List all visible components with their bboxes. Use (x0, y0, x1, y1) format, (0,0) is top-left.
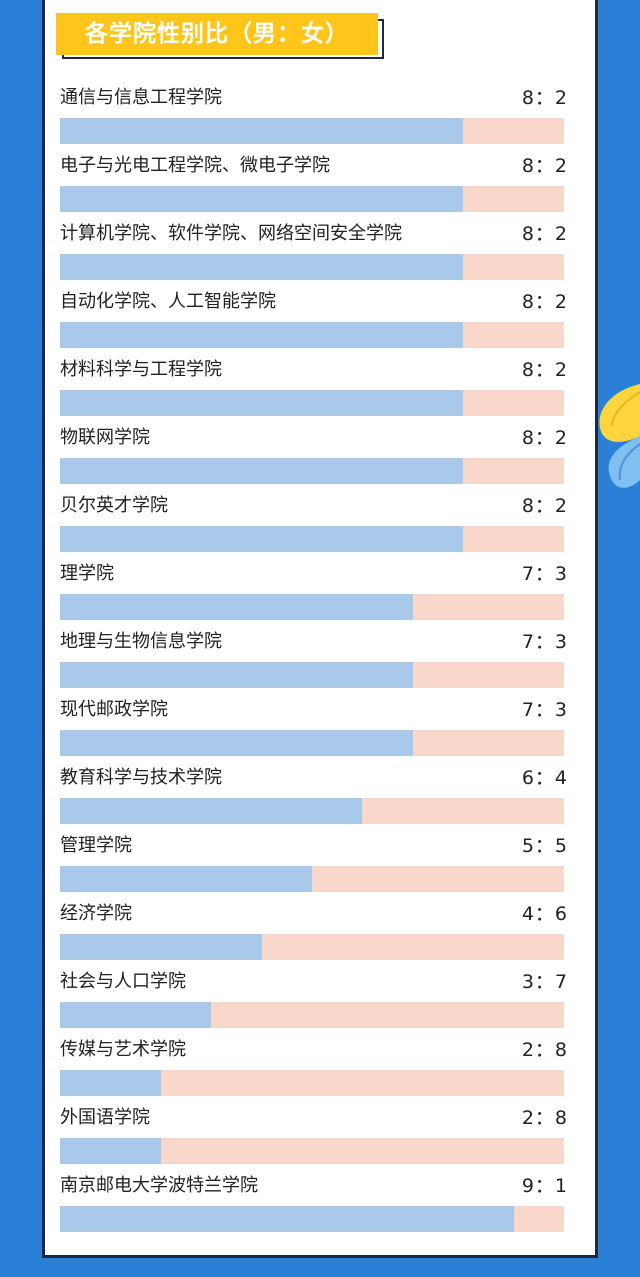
category-label: 自动化学院、人工智能学院 (60, 291, 276, 312)
female-bar (60, 866, 564, 892)
ratio-label: 7：3 (521, 631, 568, 653)
male-bar (60, 662, 413, 688)
chart-title: 各学院性别比（男：女） (56, 13, 378, 55)
ratio-label: 9：1 (521, 1175, 568, 1197)
ratio-label: 8：2 (521, 359, 568, 381)
category-label: 物联网学院 (60, 427, 150, 448)
male-bar (60, 1070, 161, 1096)
bar-row: 外国语学院 2：8 (60, 1105, 568, 1165)
male-bar (60, 1206, 514, 1232)
bar-row: 现代邮政学院 7：3 (60, 697, 568, 757)
category-label: 通信与信息工程学院 (60, 87, 222, 108)
male-bar (60, 594, 413, 620)
male-bar (60, 322, 463, 348)
male-bar (60, 526, 463, 552)
male-bar (60, 1002, 211, 1028)
male-bar (60, 798, 362, 824)
bar-row: 材料科学与工程学院 8：2 (60, 357, 568, 417)
category-label: 电子与光电工程学院、微电子学院 (60, 155, 330, 176)
bar-row: 南京邮电大学波特兰学院 9：1 (60, 1173, 568, 1233)
female-bar (60, 1002, 564, 1028)
category-label: 计算机学院、软件学院、网络空间安全学院 (60, 223, 402, 244)
female-bar (60, 1138, 564, 1164)
category-label: 南京邮电大学波特兰学院 (60, 1175, 258, 1196)
category-label: 地理与生物信息学院 (60, 631, 222, 652)
ratio-label: 3：7 (521, 971, 568, 993)
male-bar (60, 934, 262, 960)
bar-row: 管理学院 5：5 (60, 833, 568, 893)
male-bar (60, 458, 463, 484)
male-bar (60, 118, 463, 144)
bar-row: 电子与光电工程学院、微电子学院 8：2 (60, 153, 568, 213)
category-label: 管理学院 (60, 835, 132, 856)
female-bar (60, 322, 564, 348)
category-label: 教育科学与技术学院 (60, 767, 222, 788)
category-label: 贝尔英才学院 (60, 495, 168, 516)
ratio-label: 8：2 (521, 87, 568, 109)
leaf-decoration-icon (599, 384, 640, 488)
female-bar (60, 458, 564, 484)
bar-row: 社会与人口学院 3：7 (60, 969, 568, 1029)
ratio-label: 7：3 (521, 699, 568, 721)
ratio-label: 8：2 (521, 495, 568, 517)
category-label: 现代邮政学院 (60, 699, 168, 720)
category-label: 外国语学院 (60, 1107, 150, 1128)
female-bar (60, 526, 564, 552)
bar-row: 理学院 7：3 (60, 561, 568, 621)
bar-row: 计算机学院、软件学院、网络空间安全学院 8：2 (60, 221, 568, 281)
title-banner: 各学院性别比（男：女） (56, 13, 388, 61)
ratio-label: 8：2 (521, 223, 568, 245)
female-bar (60, 186, 564, 212)
ratio-label: 7：3 (521, 563, 568, 585)
male-bar (60, 390, 463, 416)
female-bar (60, 934, 564, 960)
female-bar (60, 1206, 564, 1232)
bar-row: 自动化学院、人工智能学院 8：2 (60, 289, 568, 349)
ratio-label: 8：2 (521, 291, 568, 313)
female-bar (60, 118, 564, 144)
bar-row: 地理与生物信息学院 7：3 (60, 629, 568, 689)
male-bar (60, 186, 463, 212)
category-label: 理学院 (60, 563, 114, 584)
category-label: 材料科学与工程学院 (60, 359, 222, 380)
category-label: 经济学院 (60, 903, 132, 924)
female-bar (60, 254, 564, 280)
ratio-label: 2：8 (521, 1039, 568, 1061)
bar-row: 通信与信息工程学院 8：2 (60, 85, 568, 145)
ratio-label: 4：6 (521, 903, 568, 925)
ratio-label: 8：2 (521, 155, 568, 177)
male-bar (60, 730, 413, 756)
bar-row: 教育科学与技术学院 6：4 (60, 765, 568, 825)
female-bar (60, 662, 564, 688)
female-bar (60, 594, 564, 620)
ratio-label: 6：4 (521, 767, 568, 789)
female-bar (60, 798, 564, 824)
ratio-label: 5：5 (521, 835, 568, 857)
female-bar (60, 730, 564, 756)
bar-row: 经济学院 4：6 (60, 901, 568, 961)
category-label: 传媒与艺术学院 (60, 1039, 186, 1060)
male-bar (60, 1138, 161, 1164)
female-bar (60, 390, 564, 416)
category-label: 社会与人口学院 (60, 971, 186, 992)
female-bar (60, 1070, 564, 1096)
male-bar (60, 254, 463, 280)
ratio-label: 2：8 (521, 1107, 568, 1129)
bar-row: 传媒与艺术学院 2：8 (60, 1037, 568, 1097)
ratio-label: 8：2 (521, 427, 568, 449)
male-bar (60, 866, 312, 892)
bar-row: 物联网学院 8：2 (60, 425, 568, 485)
bar-row: 贝尔英才学院 8：2 (60, 493, 568, 553)
